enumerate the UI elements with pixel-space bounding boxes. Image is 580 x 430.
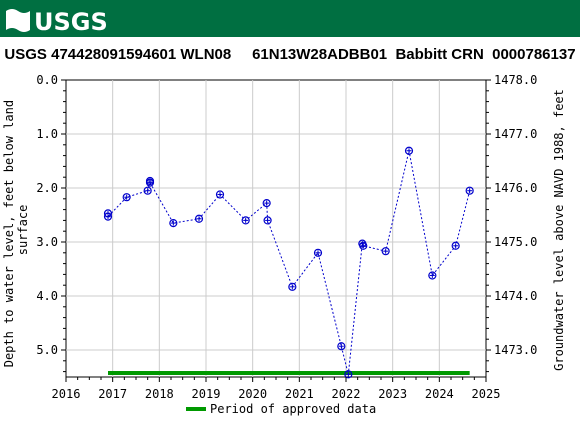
usgs-logo-text: USGS <box>34 8 108 36</box>
right-tick-label: 1477.0 <box>494 127 537 141</box>
x-tick-label: 2018 <box>145 387 174 401</box>
x-tick-label: 2024 <box>425 387 454 401</box>
data-point <box>359 241 368 250</box>
data-point <box>344 370 353 379</box>
left-tick-label: 3.0 <box>36 235 58 249</box>
right-axis-label: Groundwater level above NAVD 1988, feet <box>552 89 566 371</box>
data-point <box>451 241 460 250</box>
x-tick-label: 2023 <box>378 387 407 401</box>
usgs-logo: USGS <box>6 8 108 36</box>
left-tick-label: 0.0 <box>36 73 58 87</box>
data-point <box>262 199 271 208</box>
data-point <box>404 146 414 155</box>
data-point <box>103 212 113 221</box>
usgs-banner <box>0 0 580 37</box>
x-tick-label: 2020 <box>238 387 267 401</box>
right-tick-label: 1478.0 <box>494 73 537 87</box>
x-tick-label: 2025 <box>472 387 501 401</box>
x-tick-label: 2021 <box>285 387 314 401</box>
x-axis-ticks: 2016 2017 2018 2019 2020 2021 2022 2023 2024 2025 <box>52 377 501 401</box>
data-point <box>143 186 152 195</box>
usgs-wave-icon <box>6 9 30 32</box>
data-point <box>428 271 437 280</box>
x-tick-label: 2022 <box>332 387 361 401</box>
left-tick-label: 1.0 <box>36 127 58 141</box>
data-point <box>313 248 323 257</box>
x-tick-label: 2017 <box>98 387 127 401</box>
data-point <box>337 342 346 351</box>
data-point <box>194 214 204 223</box>
data-point <box>465 186 474 195</box>
data-point <box>288 282 297 291</box>
legend: Period of approved data <box>186 402 376 416</box>
data-point <box>241 216 250 225</box>
plot-area <box>65 79 487 378</box>
data-point <box>381 247 390 256</box>
data-point <box>122 193 131 202</box>
legend-approved-label: Period of approved data <box>210 402 376 416</box>
left-axis-label: Depth to water level, feet below land su… <box>2 93 30 368</box>
left-y-axis-ticks: 0.0 1.0 2.0 3.0 4.0 5.0 <box>36 73 66 373</box>
left-tick-label: 5.0 <box>36 343 58 357</box>
left-tick-label: 4.0 <box>36 289 58 303</box>
right-tick-label: 1474.0 <box>494 289 537 303</box>
data-point <box>169 219 178 228</box>
data-series <box>103 146 474 379</box>
right-tick-label: 1476.0 <box>494 181 537 195</box>
left-tick-label: 2.0 <box>36 181 58 195</box>
right-y-axis-ticks: 1478.0 1477.0 1476.0 1475.0 1474.0 1473.0 <box>486 73 537 373</box>
right-tick-label: 1475.0 <box>494 235 537 249</box>
x-tick-label: 2016 <box>52 387 81 401</box>
x-tick-label: 2019 <box>192 387 221 401</box>
chart-title: USGS 474428091594601 WLN08 61N13W28ADBB0… <box>4 46 575 63</box>
data-point <box>215 190 225 199</box>
data-point <box>145 178 155 187</box>
right-tick-label: 1473.0 <box>494 343 537 357</box>
data-point <box>263 216 272 225</box>
